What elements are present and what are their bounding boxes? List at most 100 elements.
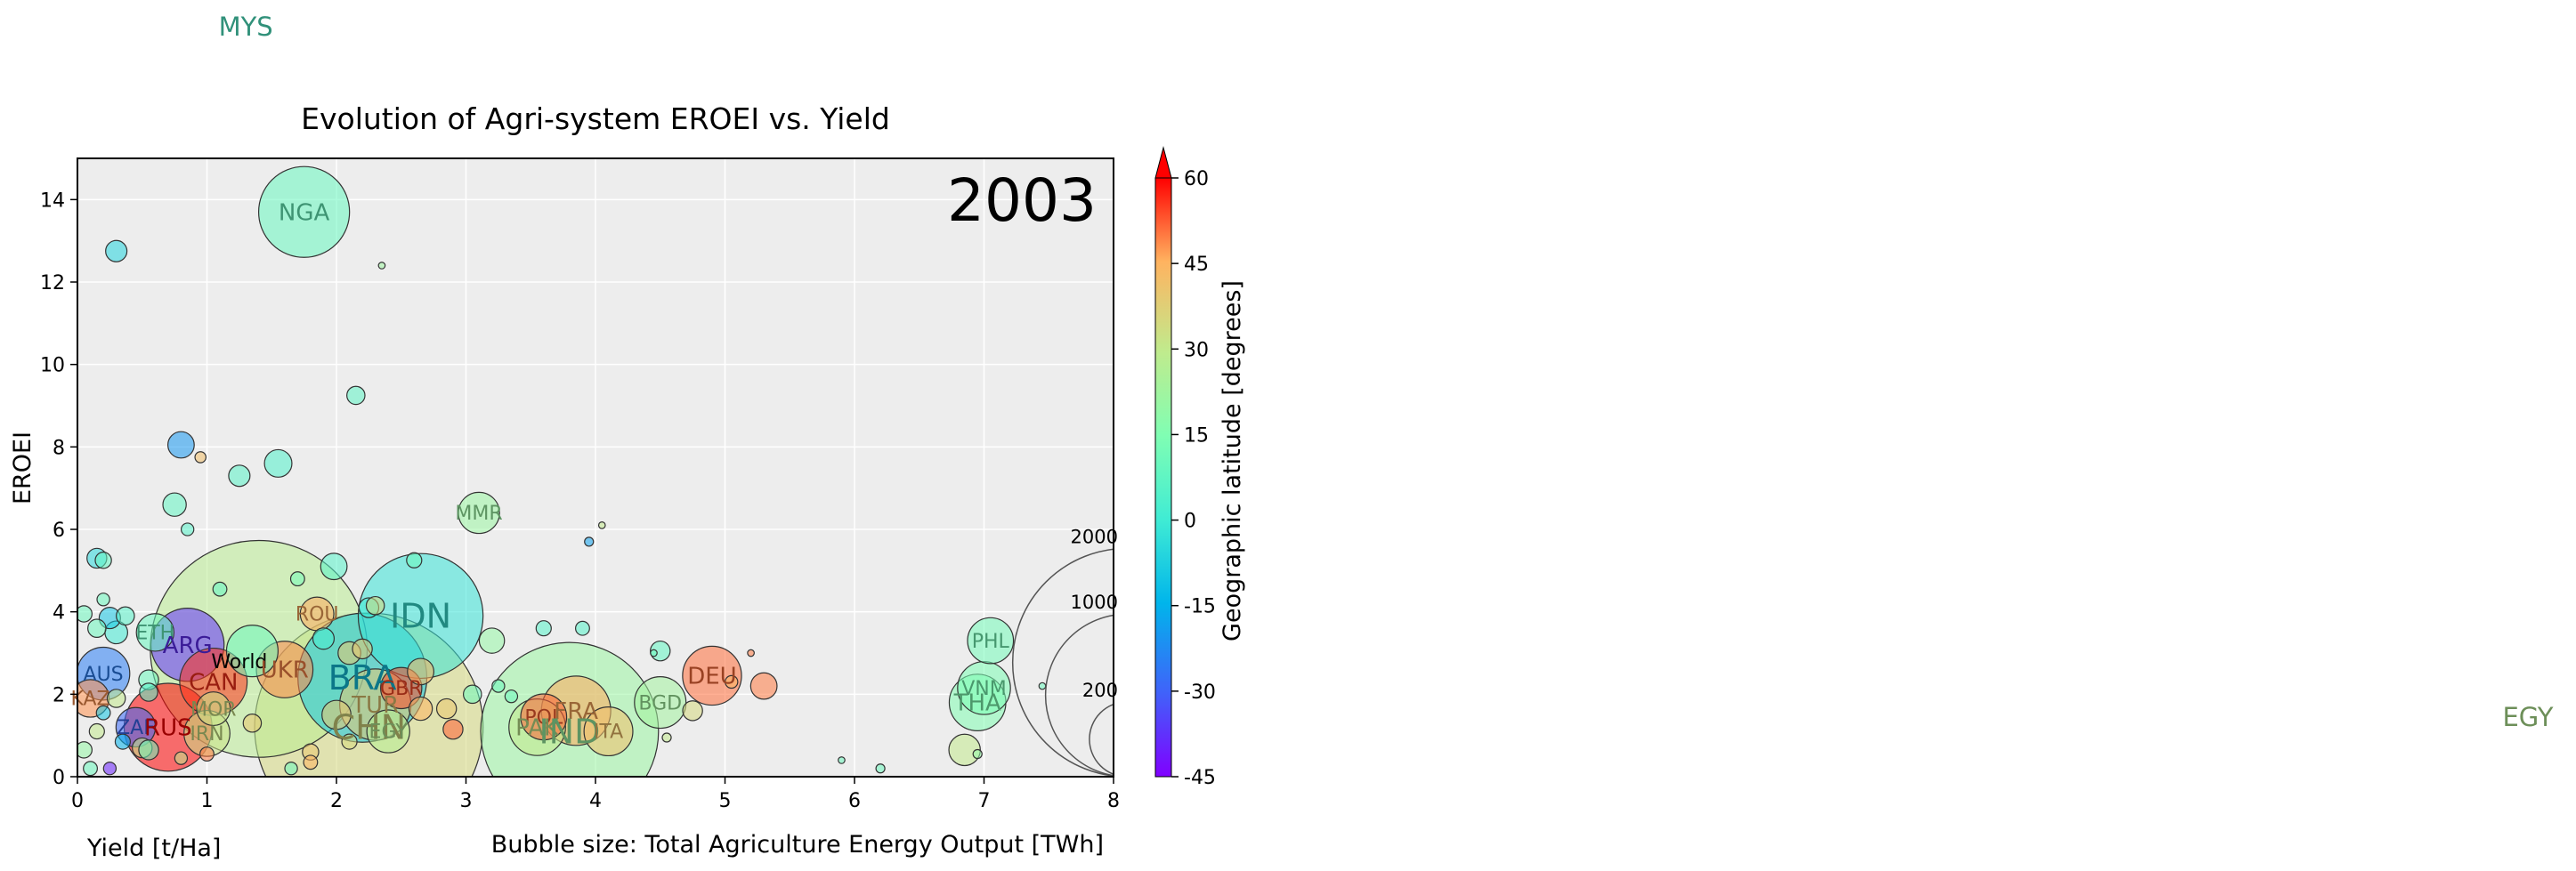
size-legend-label: 2000	[1071, 526, 1118, 547]
bubble-point	[87, 618, 107, 638]
bubble-point	[303, 754, 319, 770]
colorbar-ticks: -45 -30 -15 0 15 30 45 60	[1171, 168, 1216, 789]
bubble-label: GBR	[380, 678, 422, 700]
bubble-point	[875, 763, 886, 774]
bubble-point	[257, 165, 351, 258]
outside-label: EGY	[2502, 702, 2553, 732]
bubble-point	[365, 595, 385, 616]
bubble-label: RUS	[144, 715, 192, 742]
bubble-point	[180, 522, 195, 536]
bubble-point	[967, 617, 1015, 665]
bubble-label: ARG	[163, 633, 213, 659]
bubble-point	[661, 732, 672, 743]
bubble-point	[442, 718, 464, 740]
colorbar-tick-label: 60	[1184, 168, 1209, 190]
outside-labels: MYS EGY	[219, 12, 2554, 732]
y-tick-label: 12	[40, 272, 65, 294]
chart-title: Evolution of Agri-system EROEI vs. Yield	[301, 101, 890, 136]
x-tick-label: 4	[589, 790, 602, 812]
bubble-label: IDN	[390, 597, 451, 636]
bubble-point	[263, 448, 293, 478]
x-tick-label: 1	[201, 790, 214, 812]
bubble-point	[520, 693, 568, 741]
bubble-point	[597, 521, 606, 529]
bubble-point	[650, 649, 658, 657]
bubble-point	[406, 552, 423, 569]
colorbar-tick-label: -30	[1184, 681, 1216, 704]
bubble-point	[377, 262, 386, 270]
bubble-point	[341, 733, 358, 750]
x-tick-label: 6	[848, 790, 861, 812]
bubble-point	[535, 620, 552, 637]
y-tick-label: 10	[40, 355, 65, 377]
bubble-label: THA	[953, 690, 1001, 717]
bubble-point	[105, 239, 128, 262]
bubble-label: IRN	[190, 723, 223, 746]
colorbar-tick-label: 0	[1184, 511, 1196, 533]
year-label: 2003	[947, 166, 1097, 235]
y-tick-label: 2	[53, 684, 65, 706]
size-legend-label: 200	[1082, 680, 1118, 701]
bubble-point	[491, 679, 506, 693]
bubble-point	[88, 722, 105, 740]
x-tick-label: 8	[1107, 790, 1120, 812]
bubble-label: ITA	[594, 722, 623, 744]
bubble-label: ROU	[296, 604, 339, 626]
x-axis-label: Yield [t/Ha]	[86, 835, 221, 862]
bubble-label: FRA	[554, 698, 598, 725]
bubble-point	[284, 762, 298, 776]
bubble-point	[583, 706, 634, 757]
bubble-point	[1038, 681, 1047, 690]
bubble-point	[96, 593, 110, 607]
y-tick-label: 4	[53, 602, 65, 625]
bubble-point	[366, 709, 410, 754]
bubble-point	[504, 689, 519, 704]
bubble-label: PAK	[515, 715, 560, 742]
bubble-label: BRA	[328, 658, 397, 698]
bubble-point	[102, 762, 117, 776]
size-legend-circle	[1044, 614, 1114, 777]
bubble-point	[320, 552, 348, 581]
bubble-label: BGD	[638, 692, 682, 714]
bubble-label: PHL	[972, 631, 1010, 653]
bubble-point	[242, 713, 263, 733]
y-tick-label: 8	[53, 437, 65, 459]
bubble-point	[114, 733, 132, 750]
bubble-point	[95, 705, 111, 721]
bubble-point	[321, 699, 352, 730]
colorbar: -45 -30 -15 0 15 30 45 60 Geographic latitude […	[1154, 146, 1246, 789]
bubble-point	[458, 491, 500, 535]
bubble-label: World	[211, 651, 267, 673]
bubble-label: POL	[524, 707, 563, 730]
bubble-point	[94, 552, 112, 569]
colorbar-tick-label: -45	[1184, 767, 1216, 789]
bubble-point	[346, 385, 366, 406]
bubble-point	[135, 613, 175, 652]
colorbar-tick-label: 45	[1184, 254, 1209, 276]
bubble-label: MOR	[190, 698, 237, 721]
bubble-point	[312, 627, 336, 650]
bubble-point	[116, 606, 135, 626]
bubble-point	[174, 751, 189, 765]
bubble-label: CHN	[332, 708, 407, 747]
colorbar-tick-label: 30	[1184, 339, 1209, 361]
bubble-label: TUR	[351, 692, 399, 719]
bubble-point	[139, 682, 158, 702]
bubble-point	[162, 492, 187, 517]
bubble-point	[77, 741, 93, 759]
size-legend-circle	[1011, 548, 1114, 777]
bubble-label: CAN	[189, 670, 238, 697]
size-legend	[1011, 548, 1114, 777]
bubble-label: MMR	[455, 503, 502, 525]
bubble-point	[725, 674, 739, 690]
bubble-label: ZAF	[117, 717, 155, 739]
bubble-label: ETH	[135, 623, 174, 645]
bubble-point	[408, 696, 433, 722]
bubble-label: NGA	[279, 199, 330, 226]
x-tick-label: 0	[71, 790, 84, 812]
bubble-point	[212, 581, 228, 597]
bubble-point	[478, 627, 506, 654]
bubble-point	[749, 672, 778, 700]
bubble-point	[194, 451, 207, 464]
